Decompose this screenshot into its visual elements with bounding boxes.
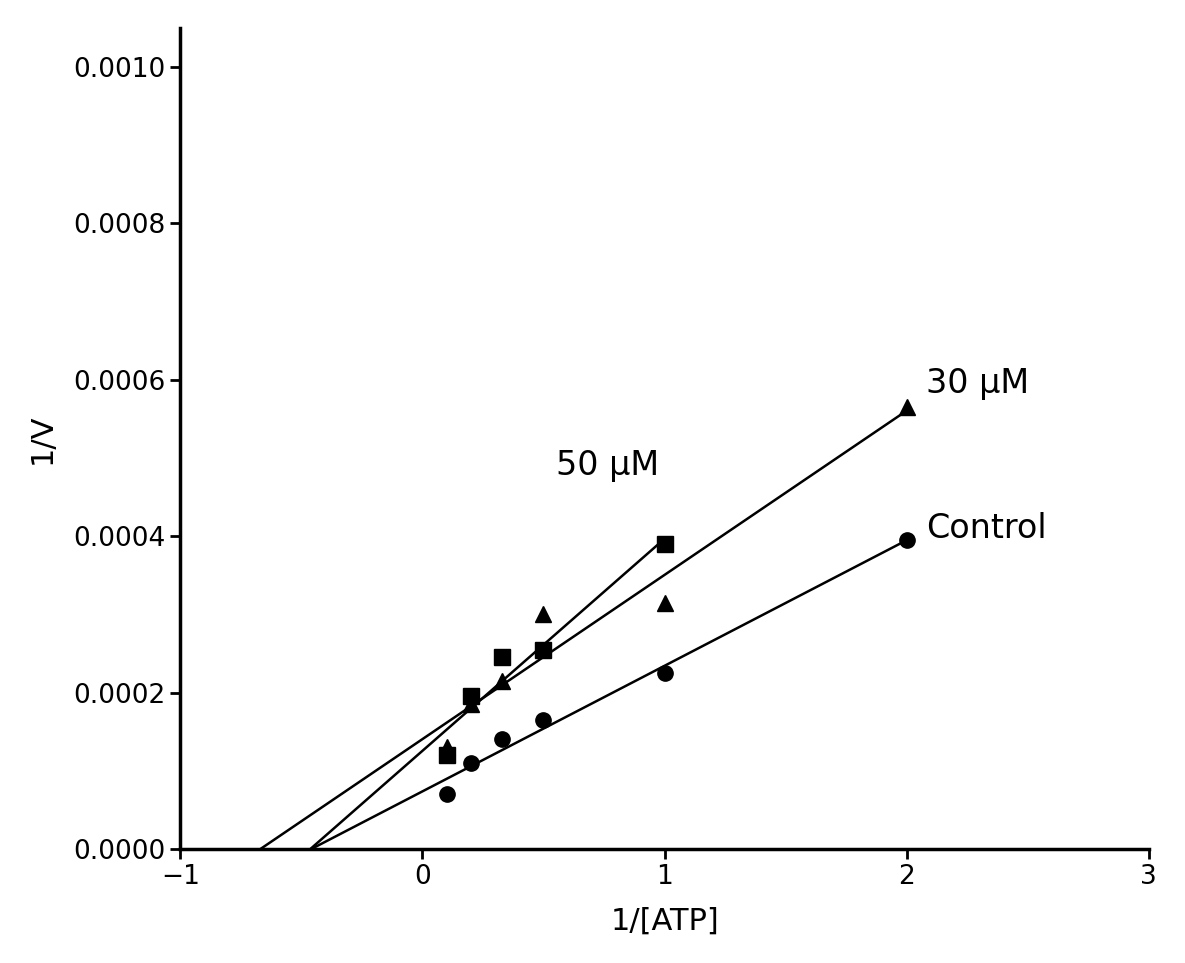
X-axis label: 1/[ATP]: 1/[ATP] [610, 906, 719, 935]
Text: Control: Control [925, 511, 1046, 545]
Text: 30 μM: 30 μM [925, 367, 1030, 401]
Text: 50 μM: 50 μM [556, 450, 659, 482]
Y-axis label: 1/V: 1/V [27, 413, 57, 463]
